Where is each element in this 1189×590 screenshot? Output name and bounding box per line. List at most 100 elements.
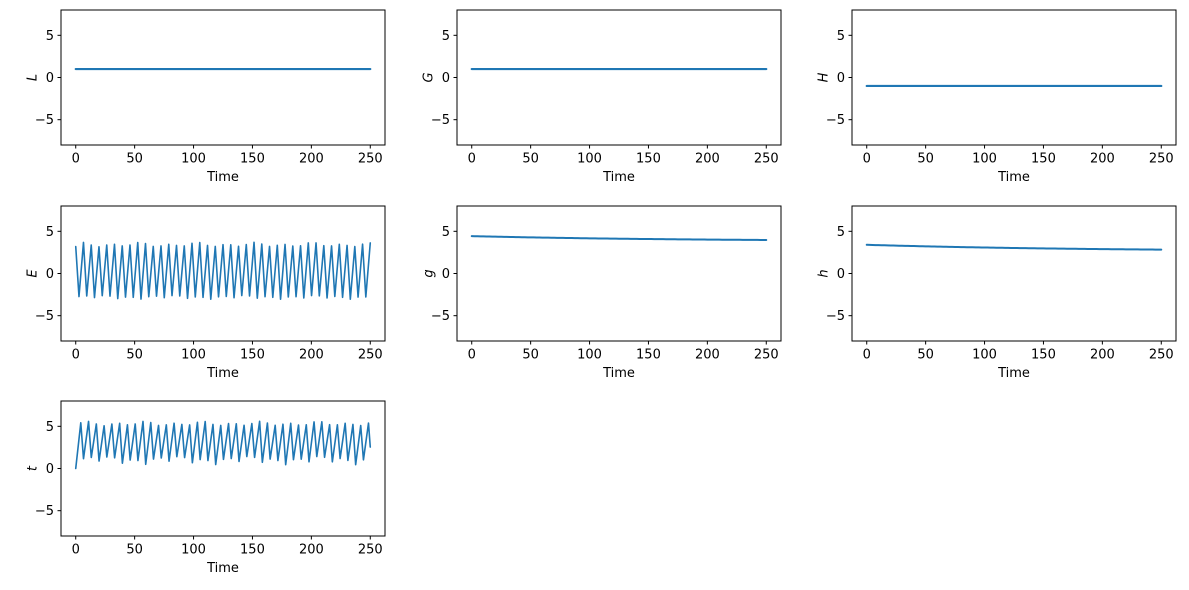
x-axis-label: Time	[997, 170, 1030, 185]
y-tick-label: 5	[46, 420, 54, 435]
y-tick-label: −5	[35, 309, 54, 324]
y-axis-label: L	[26, 74, 41, 81]
x-tick-label: 200	[695, 152, 720, 167]
subplot-h: 0 50 100 150 200 250 −5 0 5 h Time	[807, 196, 1189, 392]
data-line-t	[74, 420, 372, 470]
x-tick-label: 100	[577, 152, 602, 167]
x-tick-label: 150	[240, 348, 265, 363]
y-tick-label: −5	[35, 504, 54, 519]
x-tick-label: 250	[358, 152, 383, 167]
axes-frame	[851, 205, 1177, 342]
x-tick-label: 250	[1149, 348, 1174, 363]
x-tick-label: 150	[1031, 348, 1056, 363]
plot-area-L: 0 50 100 150 200 250 −5 0 5 L Time	[26, 9, 386, 185]
x-tick-label: 150	[240, 543, 265, 558]
x-tick-label: 200	[1090, 152, 1115, 167]
x-tick-label: 150	[636, 348, 661, 363]
axes-frame	[60, 400, 386, 537]
y-tick-label: −5	[431, 309, 450, 324]
data-line-h	[865, 243, 1163, 251]
y-tick-label: 5	[442, 29, 450, 44]
axes-frame	[456, 205, 782, 342]
subplot-g: 0 50 100 150 200 250 −5 0 5 g Time	[412, 196, 808, 392]
x-tick-label: 0	[863, 152, 871, 167]
x-axis-label: Time	[997, 366, 1030, 381]
y-tick-label: 0	[837, 267, 845, 282]
plot-area-H: 0 50 100 150 200 250 −5 0 5 H Time	[817, 9, 1177, 185]
x-tick-label: 250	[754, 348, 779, 363]
plot-area-h: 0 50 100 150 200 250 −5 0 5 h Time	[817, 205, 1177, 381]
x-tick-label: 200	[695, 348, 720, 363]
y-axis-label: H	[817, 72, 832, 82]
axes-frame	[456, 9, 782, 146]
x-tick-label: 250	[754, 152, 779, 167]
x-tick-label: 50	[522, 348, 539, 363]
y-tick-label: 5	[46, 29, 54, 44]
y-tick-label: 5	[837, 225, 845, 240]
y-axis-label: g	[422, 269, 437, 277]
x-tick-label: 50	[126, 543, 143, 558]
y-axis-label: t	[26, 465, 41, 471]
y-tick-label: 0	[46, 71, 54, 86]
y-tick-label: 0	[442, 71, 450, 86]
y-tick-label: −5	[826, 309, 845, 324]
x-tick-label: 100	[181, 543, 206, 558]
x-tick-label: 150	[1031, 152, 1056, 167]
plot-area-t: 0 50 100 150 200 250 −5 0 5 t Time	[26, 400, 386, 576]
plot-area-G: 0 50 100 150 200 250 −5 0 5 G Time	[422, 9, 782, 185]
x-tick-label: 0	[72, 348, 80, 363]
y-tick-label: 5	[46, 225, 54, 240]
plot-area-g: 0 50 100 150 200 250 −5 0 5 g Time	[422, 205, 782, 381]
x-tick-label: 100	[577, 348, 602, 363]
x-tick-label: 200	[1090, 348, 1115, 363]
data-line-g	[470, 235, 768, 241]
y-axis-label: h	[817, 269, 832, 277]
x-tick-label: 0	[468, 152, 476, 167]
x-tick-label: 0	[72, 152, 80, 167]
x-tick-label: 150	[240, 152, 265, 167]
x-axis-label: Time	[602, 366, 635, 381]
x-tick-label: 250	[358, 543, 383, 558]
x-tick-label: 200	[299, 152, 324, 167]
y-axis-label: E	[26, 269, 41, 278]
x-tick-label: 200	[299, 348, 324, 363]
x-tick-label: 250	[358, 348, 383, 363]
y-tick-label: 0	[46, 462, 54, 477]
subplot-H: 0 50 100 150 200 250 −5 0 5 H Time	[807, 0, 1189, 196]
x-tick-label: 100	[972, 152, 997, 167]
x-tick-label: 50	[522, 152, 539, 167]
subplot-E: 0 50 100 150 200 250 −5 0 5 E Time	[16, 196, 412, 392]
subplot-t: 0 50 100 150 200 250 −5 0 5 t Time	[16, 391, 412, 587]
x-tick-label: 50	[126, 348, 143, 363]
x-tick-label: 0	[72, 543, 80, 558]
subplot-L: 0 50 100 150 200 250 −5 0 5 L Time	[16, 0, 412, 196]
x-axis-label: Time	[602, 170, 635, 185]
x-tick-label: 50	[917, 348, 934, 363]
x-tick-label: 150	[636, 152, 661, 167]
axes-frame	[60, 205, 386, 342]
x-tick-label: 250	[1149, 152, 1174, 167]
plot-area-E: 0 50 100 150 200 250 −5 0 5 E Time	[26, 205, 386, 381]
y-tick-label: −5	[826, 113, 845, 128]
y-tick-label: −5	[35, 113, 54, 128]
y-tick-label: 0	[837, 71, 845, 86]
x-axis-label: Time	[206, 170, 239, 185]
x-tick-label: 200	[299, 543, 324, 558]
x-tick-label: 0	[863, 348, 871, 363]
y-tick-label: 5	[442, 225, 450, 240]
data-line-E	[74, 241, 372, 301]
axes-frame	[851, 9, 1177, 146]
y-tick-label: 5	[837, 29, 845, 44]
axes-frame	[60, 9, 386, 146]
x-tick-label: 100	[972, 348, 997, 363]
y-tick-label: −5	[431, 113, 450, 128]
x-tick-label: 100	[181, 152, 206, 167]
x-axis-label: Time	[206, 366, 239, 381]
subplot-G: 0 50 100 150 200 250 −5 0 5 G Time	[412, 0, 808, 196]
y-axis-label: G	[422, 72, 437, 82]
x-tick-label: 100	[181, 348, 206, 363]
y-tick-label: 0	[46, 267, 54, 282]
x-axis-label: Time	[206, 561, 239, 576]
x-tick-label: 50	[126, 152, 143, 167]
